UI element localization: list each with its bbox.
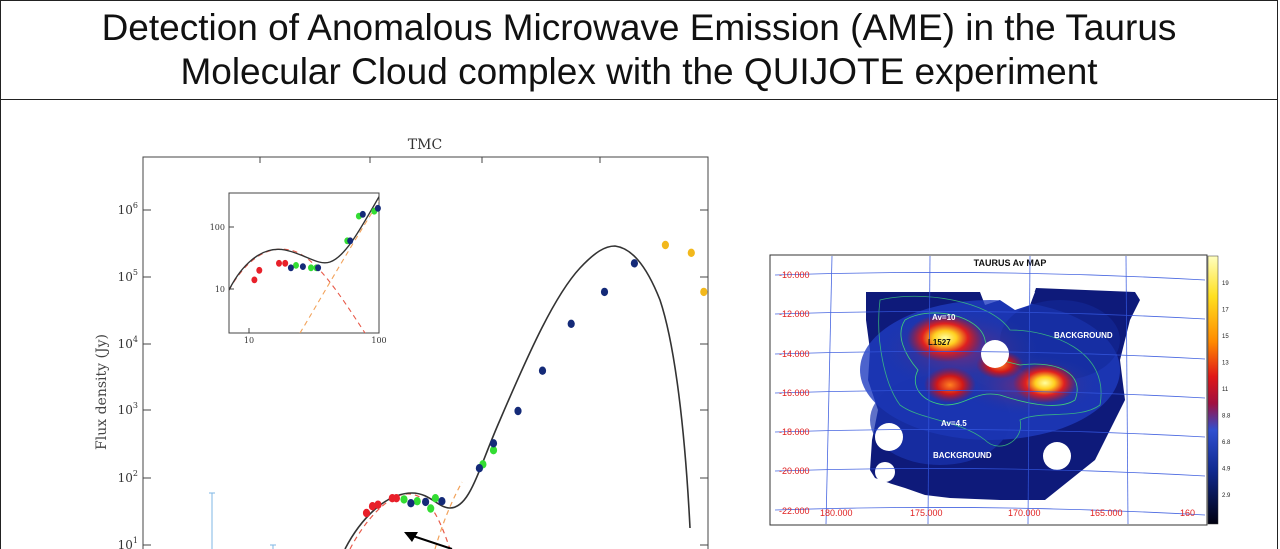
sed-point-0-2 bbox=[374, 500, 382, 509]
sed-ytick-5: 105 bbox=[118, 268, 138, 284]
inset-point-1-0 bbox=[293, 262, 299, 269]
sed-point-0-1 bbox=[368, 502, 377, 511]
sed-point-2-4 bbox=[489, 439, 498, 448]
inset-point-2-5 bbox=[374, 204, 381, 212]
sed-ytick-3: 103 bbox=[118, 401, 138, 417]
sed-point-1-1 bbox=[413, 497, 421, 506]
inset-total-model bbox=[229, 195, 379, 291]
sed-point-0-0 bbox=[362, 508, 371, 518]
sed-point-2-9 bbox=[630, 259, 639, 268]
inset-xtick-10: 10 bbox=[244, 336, 254, 345]
title-line-1: Detection of Anomalous Microwave Emissio… bbox=[101, 7, 1177, 48]
sed-point-2-6 bbox=[538, 366, 547, 375]
inset-point-2-3 bbox=[347, 237, 354, 245]
inset-point-0-2 bbox=[276, 259, 282, 267]
sed-point-0-4 bbox=[392, 494, 400, 503]
inset-dust-component bbox=[299, 200, 379, 333]
sed-dust-component bbox=[434, 481, 463, 549]
inset-xtick-100: 100 bbox=[371, 336, 386, 345]
slide-title: Detection of Anomalous Microwave Emissio… bbox=[0, 0, 1278, 100]
ame-arrowhead bbox=[404, 532, 418, 542]
sed-point-3-2 bbox=[700, 287, 708, 297]
inset-point-0-0 bbox=[251, 276, 258, 284]
sed-ytick-2: 102 bbox=[118, 469, 138, 485]
sed-y-ticks: 101 102 103 104 105 106 bbox=[118, 157, 708, 549]
sed-point-2-3 bbox=[475, 464, 483, 473]
sed-point-1-2 bbox=[427, 504, 435, 513]
inset-ame-component bbox=[229, 248, 366, 333]
sed-point-2-1 bbox=[422, 497, 430, 507]
inset-point-2-2 bbox=[315, 264, 322, 272]
inset-data-points bbox=[251, 204, 381, 284]
sed-total-model bbox=[344, 245, 691, 549]
sed-point-2-7 bbox=[567, 319, 575, 328]
inset-ytick-10: 10 bbox=[215, 285, 225, 294]
inset-point-0-3 bbox=[282, 259, 289, 267]
inset-point-2-0 bbox=[287, 264, 294, 272]
inset-point-0-1 bbox=[256, 266, 263, 274]
sed-point-2-0 bbox=[407, 499, 415, 508]
inset-frame bbox=[228, 192, 380, 334]
inset-point-2-4 bbox=[359, 210, 366, 218]
sed-title: TMC bbox=[408, 137, 442, 153]
sed-point-3-0 bbox=[661, 240, 670, 250]
title-line-2: Molecular Cloud complex with the QUIJOTE… bbox=[180, 51, 1098, 92]
sed-ytick-1: 101 bbox=[118, 536, 138, 549]
sed-point-2-2 bbox=[438, 497, 446, 506]
sed-ylabel: Flux density (Jy) bbox=[94, 334, 110, 450]
sed-point-2-8 bbox=[600, 287, 609, 297]
sed-point-1-3 bbox=[431, 494, 439, 503]
sed-point-3-1 bbox=[687, 248, 695, 257]
sed-plot-frame bbox=[142, 156, 709, 549]
inset-point-2-1 bbox=[299, 263, 306, 270]
sed-data-points bbox=[362, 240, 708, 518]
sed-point-1-0 bbox=[400, 495, 408, 504]
sed-ytick-4: 104 bbox=[118, 335, 138, 351]
sed-point-2-5 bbox=[514, 406, 522, 416]
inset-ytick-100: 100 bbox=[210, 223, 225, 232]
ame-arrow bbox=[409, 534, 453, 549]
sed-ytick-6: 106 bbox=[118, 201, 138, 217]
content-frame bbox=[0, 100, 1278, 549]
sed-point-1-5 bbox=[489, 446, 498, 455]
inset-point-1-1 bbox=[308, 264, 314, 272]
sed-ame-component bbox=[349, 493, 451, 549]
